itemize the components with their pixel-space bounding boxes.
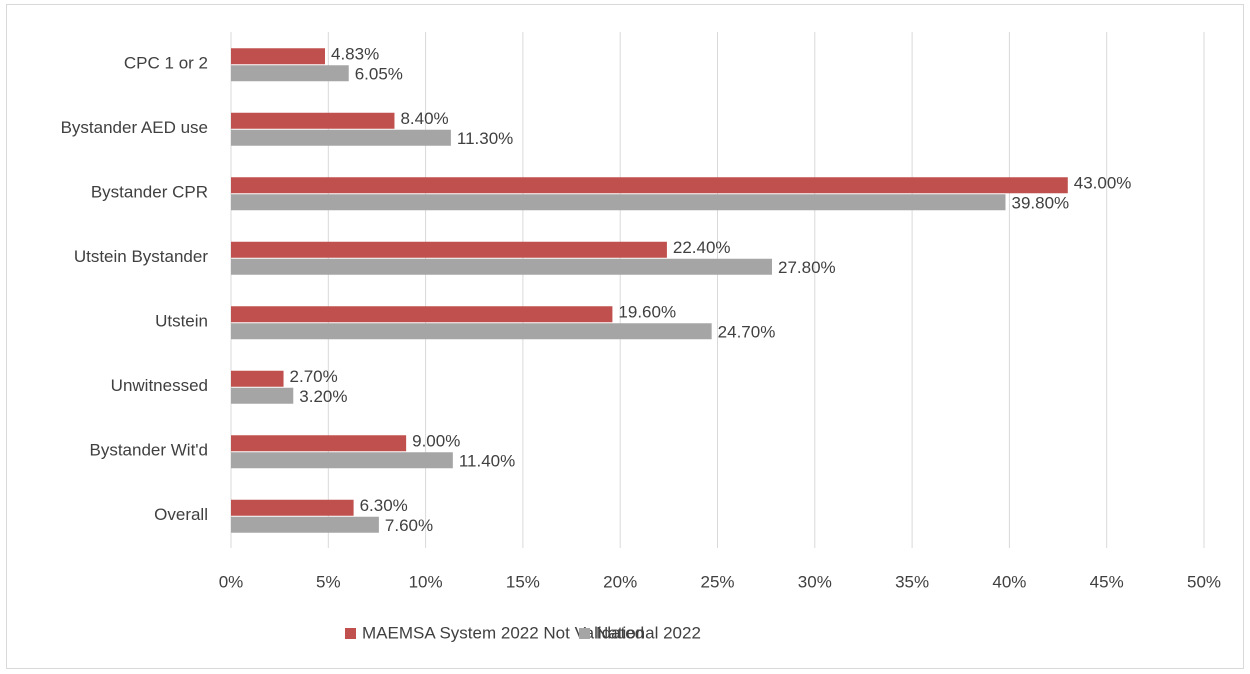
- bar: [231, 258, 772, 275]
- bar: [231, 194, 1006, 211]
- legend-swatch: [345, 628, 356, 639]
- bar: [231, 370, 284, 387]
- x-tick-label: 45%: [1090, 572, 1124, 591]
- bar: [231, 499, 354, 516]
- x-tick-label: 30%: [798, 572, 832, 591]
- x-tick-label: 15%: [506, 572, 540, 591]
- y-tick-label: Bystander AED use: [61, 118, 208, 137]
- data-label: 27.80%: [778, 258, 836, 277]
- y-tick-label: Utstein: [155, 312, 208, 331]
- bar: [231, 112, 395, 129]
- bar: [231, 516, 379, 533]
- data-label: 3.20%: [299, 387, 347, 406]
- legend-swatch: [579, 628, 590, 639]
- data-label: 7.60%: [385, 516, 433, 535]
- legend-label: National 2022: [596, 623, 701, 642]
- bar: [231, 65, 349, 82]
- x-tick-label: 0%: [219, 572, 244, 591]
- x-tick-label: 5%: [316, 572, 341, 591]
- data-label: 11.40%: [459, 452, 515, 471]
- bar: [231, 435, 407, 452]
- y-tick-label: Utstein Bystander: [74, 247, 209, 266]
- data-label: 6.05%: [355, 65, 403, 84]
- x-tick-label: 35%: [895, 572, 929, 591]
- data-label: 39.80%: [1012, 194, 1070, 213]
- x-tick-label: 50%: [1187, 572, 1221, 591]
- data-label: 43.00%: [1074, 174, 1132, 193]
- x-tick-label: 40%: [992, 572, 1026, 591]
- data-label: 8.40%: [400, 109, 448, 128]
- y-tick-label: Bystander Wit'd: [89, 441, 208, 460]
- data-label: 2.70%: [290, 367, 338, 386]
- legend-label: MAEMSA System 2022 Not Validated: [362, 623, 644, 642]
- bar: [231, 452, 453, 469]
- data-label: 4.83%: [331, 45, 379, 64]
- data-label: 24.70%: [718, 323, 776, 342]
- bar: [231, 129, 451, 146]
- bar: [231, 306, 613, 323]
- bar: [231, 387, 294, 404]
- data-label: 6.30%: [360, 496, 408, 515]
- y-tick-label: CPC 1 or 2: [124, 54, 208, 73]
- data-label: 9.00%: [412, 432, 460, 451]
- bar: [231, 323, 712, 340]
- x-tick-label: 20%: [603, 572, 637, 591]
- bar: [231, 241, 667, 258]
- data-label: 11.30%: [457, 129, 513, 148]
- data-label: 22.40%: [673, 238, 731, 257]
- bar: [231, 48, 325, 65]
- x-tick-label: 10%: [409, 572, 443, 591]
- bar: [231, 177, 1068, 194]
- y-tick-label: Unwitnessed: [111, 376, 208, 395]
- data-label: 19.60%: [618, 303, 676, 322]
- y-tick-label: Overall: [154, 505, 208, 524]
- x-tick-label: 25%: [700, 572, 734, 591]
- y-tick-label: Bystander CPR: [91, 183, 208, 202]
